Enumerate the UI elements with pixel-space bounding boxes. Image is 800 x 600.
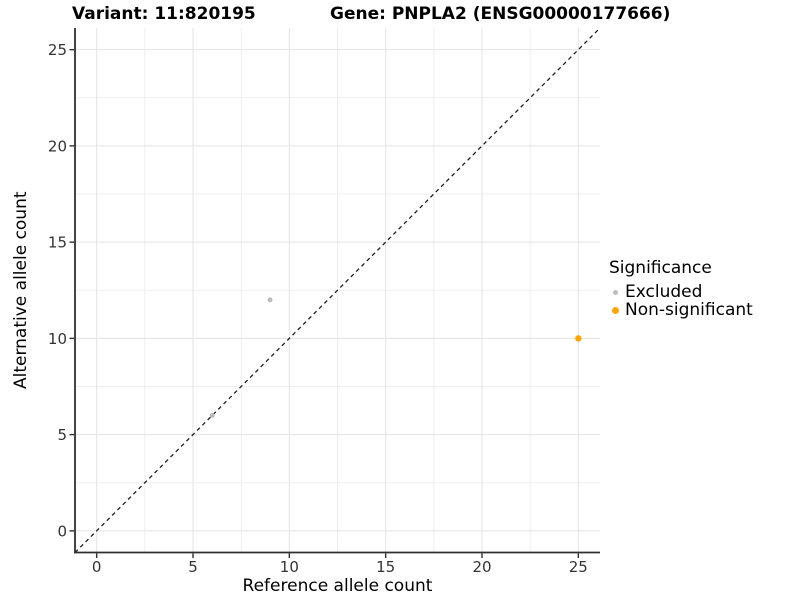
y-tick-label: 25: [48, 41, 67, 59]
y-axis-title: Alternative allele count: [11, 191, 31, 389]
y-tick-label: 15: [48, 234, 67, 252]
plot-title-variant: Variant: 11:820195: [72, 4, 256, 24]
legend-item-non-significant: Non-significant: [609, 302, 753, 319]
plot-title-gene: Gene: PNPLA2 (ENSG00000177666): [330, 4, 671, 24]
x-tick-label: 20: [472, 558, 491, 576]
y-tick-label: 10: [48, 330, 67, 348]
y-tick-label: 20: [48, 137, 67, 155]
y-tick-label: 5: [57, 426, 67, 444]
x-axis-title: Reference allele count: [243, 576, 433, 596]
y-tick-label: 0: [57, 522, 67, 540]
data-point-excluded: [209, 412, 215, 418]
legend: Significance Excluded Non-significant: [609, 258, 753, 320]
data-point-non-significant: [575, 335, 582, 342]
legend-label-excluded: Excluded: [625, 282, 703, 302]
excluded-dot-icon: [612, 290, 618, 295]
x-tick-label: 0: [92, 558, 102, 576]
x-tick-label: 25: [569, 558, 588, 576]
x-tick-label: 5: [188, 558, 198, 576]
identity-line: [74, 27, 601, 553]
legend-label-non-significant: Non-significant: [625, 300, 753, 320]
non-significant-dot-icon: [611, 307, 619, 314]
x-tick-label: 15: [376, 558, 395, 576]
legend-key: [609, 290, 621, 295]
legend-item-excluded: Excluded: [609, 284, 753, 301]
legend-key: [609, 307, 621, 314]
x-tick-label: 10: [280, 558, 299, 576]
legend-title: Significance: [609, 258, 712, 278]
data-point-excluded: [267, 297, 273, 303]
